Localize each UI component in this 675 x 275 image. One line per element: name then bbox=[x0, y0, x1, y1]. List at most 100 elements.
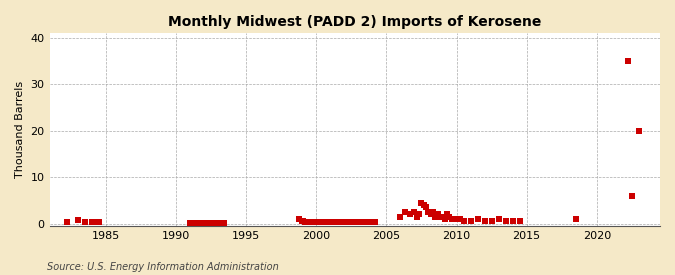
Point bbox=[493, 217, 504, 221]
Point bbox=[86, 220, 97, 224]
Point bbox=[195, 221, 206, 225]
Point bbox=[623, 59, 634, 63]
Point bbox=[299, 220, 310, 224]
Point bbox=[359, 220, 370, 224]
Point bbox=[449, 217, 460, 221]
Point bbox=[451, 217, 462, 221]
Point bbox=[187, 221, 198, 225]
Point bbox=[327, 220, 338, 224]
Point bbox=[418, 203, 429, 207]
Point bbox=[308, 220, 319, 224]
Point bbox=[344, 220, 354, 224]
Point bbox=[369, 220, 380, 224]
Point bbox=[186, 221, 196, 225]
Point bbox=[409, 210, 420, 214]
Point bbox=[207, 221, 217, 225]
Point bbox=[209, 221, 220, 225]
Point bbox=[192, 221, 203, 225]
Point bbox=[350, 220, 360, 224]
Point bbox=[93, 220, 104, 224]
Point bbox=[205, 221, 215, 225]
Point bbox=[472, 217, 483, 221]
Point bbox=[444, 214, 455, 219]
Point bbox=[354, 220, 364, 224]
Point bbox=[458, 219, 469, 224]
Point bbox=[318, 220, 329, 224]
Point bbox=[317, 220, 327, 224]
Point bbox=[395, 214, 406, 219]
Point bbox=[332, 220, 343, 224]
Point bbox=[210, 221, 221, 225]
Point bbox=[428, 210, 439, 214]
Point bbox=[347, 220, 358, 224]
Point bbox=[72, 218, 83, 222]
Point bbox=[507, 219, 518, 224]
Point bbox=[315, 220, 326, 224]
Point bbox=[189, 221, 200, 225]
Point bbox=[439, 217, 450, 221]
Point bbox=[355, 220, 366, 224]
Point bbox=[90, 220, 101, 224]
Point bbox=[319, 220, 329, 224]
Point bbox=[215, 221, 225, 225]
Point bbox=[404, 212, 415, 216]
Point bbox=[184, 221, 195, 225]
Point bbox=[324, 220, 335, 224]
Point bbox=[425, 212, 436, 216]
Point bbox=[346, 220, 356, 224]
Point bbox=[188, 221, 198, 225]
Point bbox=[366, 220, 377, 224]
Point bbox=[211, 221, 222, 225]
Point bbox=[321, 220, 332, 224]
Point bbox=[400, 210, 410, 214]
Point bbox=[360, 220, 371, 224]
Point bbox=[326, 220, 337, 224]
Point bbox=[192, 221, 202, 225]
Point bbox=[634, 128, 645, 133]
Point bbox=[201, 221, 212, 225]
Point bbox=[421, 205, 431, 210]
Point bbox=[348, 220, 359, 224]
Point bbox=[423, 210, 434, 214]
Point bbox=[298, 219, 308, 224]
Point bbox=[437, 214, 448, 219]
Point bbox=[465, 219, 476, 224]
Y-axis label: Thousand Barrels: Thousand Barrels bbox=[15, 81, 25, 178]
Point bbox=[446, 217, 457, 221]
Point bbox=[205, 221, 216, 225]
Point bbox=[433, 212, 443, 216]
Point bbox=[364, 220, 375, 224]
Point bbox=[293, 217, 304, 221]
Point bbox=[455, 217, 466, 221]
Point bbox=[61, 220, 72, 224]
Point bbox=[363, 220, 374, 224]
Point bbox=[200, 221, 211, 225]
Point bbox=[310, 220, 321, 224]
Point bbox=[479, 219, 490, 224]
Point bbox=[435, 214, 446, 219]
Point bbox=[217, 221, 228, 225]
Point bbox=[340, 220, 351, 224]
Point bbox=[356, 220, 367, 224]
Point bbox=[350, 220, 361, 224]
Point bbox=[328, 220, 339, 224]
Text: Source: U.S. Energy Information Administration: Source: U.S. Energy Information Administ… bbox=[47, 262, 279, 272]
Point bbox=[196, 221, 207, 225]
Point bbox=[331, 220, 342, 224]
Point bbox=[367, 220, 378, 224]
Point bbox=[570, 217, 581, 221]
Point bbox=[313, 220, 324, 224]
Point bbox=[441, 212, 452, 216]
Point bbox=[198, 221, 209, 225]
Point bbox=[486, 219, 497, 224]
Point bbox=[416, 200, 427, 205]
Point bbox=[325, 220, 335, 224]
Point bbox=[312, 220, 323, 224]
Point bbox=[345, 220, 356, 224]
Point bbox=[194, 221, 205, 225]
Point bbox=[338, 220, 348, 224]
Point bbox=[300, 220, 311, 224]
Point bbox=[358, 220, 369, 224]
Point bbox=[203, 221, 214, 225]
Point bbox=[414, 212, 425, 216]
